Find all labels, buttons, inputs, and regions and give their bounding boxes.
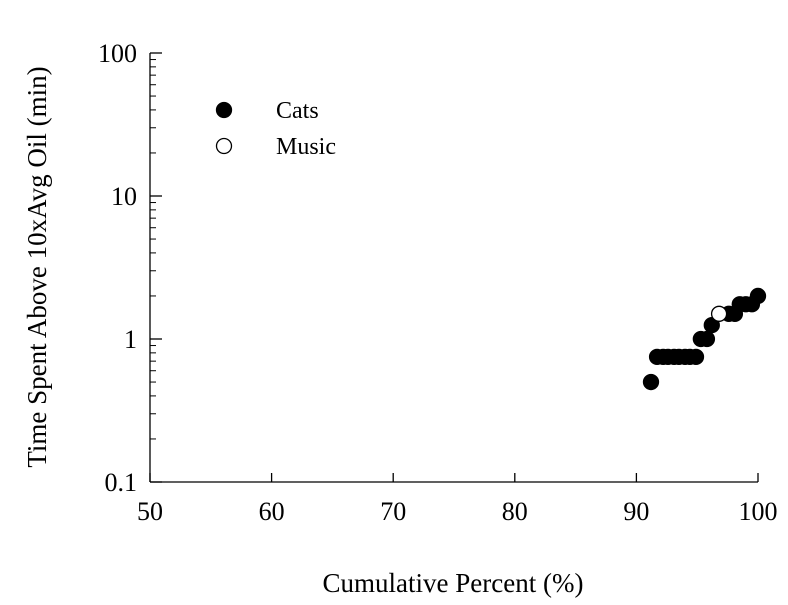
x-tick-label: 80 [502, 497, 528, 526]
legend-marker-cats [215, 101, 233, 119]
cats-data-point [698, 330, 716, 348]
y-tick-label: 0.1 [105, 468, 138, 497]
cats-data-point [687, 348, 705, 366]
legend-label-cats: Cats [276, 98, 319, 124]
x-axis-ticks: 50 60 70 80 90 100 [137, 473, 778, 526]
x-tick-label: 90 [623, 497, 649, 526]
y-axis-ticks: 0.1 1 10 100 [98, 39, 162, 497]
y-tick-label: 10 [111, 182, 137, 211]
x-tick-label: 100 [739, 497, 778, 526]
y-tick-label: 1 [124, 325, 137, 354]
plot-axes [149, 53, 758, 483]
legend-label-music: Music [276, 134, 336, 160]
x-tick-label: 70 [380, 497, 406, 526]
legend-marker-music [215, 137, 233, 155]
x-tick-label: 60 [259, 497, 285, 526]
music-data-point [710, 305, 728, 322]
y-axis-label: Time Spent Above 10xAvg Oil (min) [22, 66, 52, 467]
legend: Cats Music [215, 98, 336, 160]
cats-data-point [642, 373, 660, 391]
y-tick-label: 100 [98, 39, 137, 68]
x-axis-label: Cumulative Percent (%) [323, 568, 584, 598]
x-tick-label: 50 [137, 497, 163, 526]
data-markers [642, 287, 767, 391]
cats-data-point [749, 287, 767, 305]
cats-data-point [703, 316, 720, 334]
